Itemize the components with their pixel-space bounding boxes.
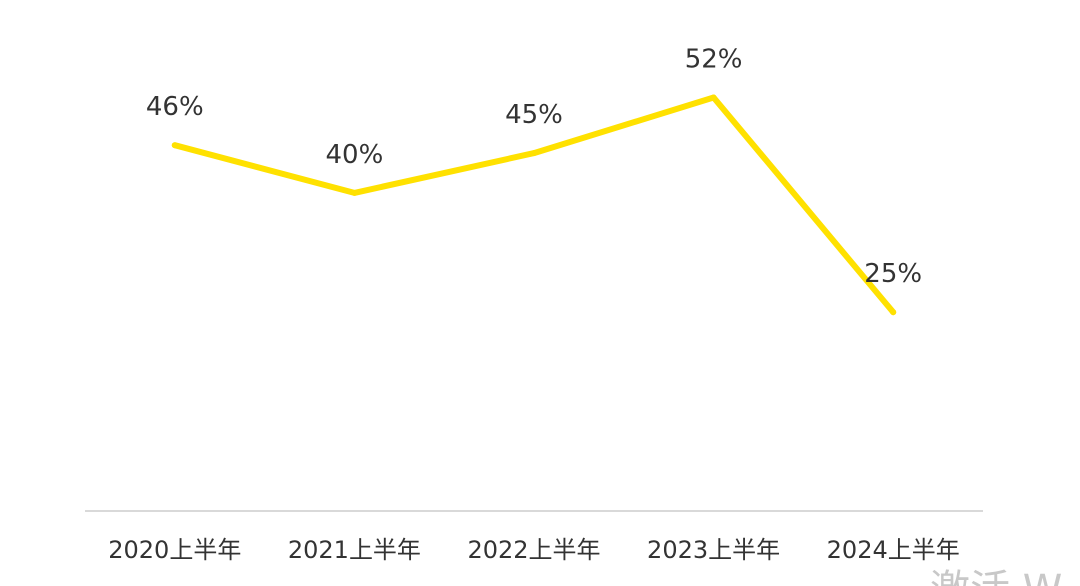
x-tick-label-4: 2023上半年 [647, 536, 780, 564]
x-tick-label-1: 2020上半年 [108, 536, 241, 564]
data-point-2 [351, 189, 358, 196]
x-tick-label-3: 2022上半年 [467, 536, 600, 564]
data-point-3 [531, 150, 537, 157]
watermark-text: 激活 W [930, 567, 1062, 586]
data-label-3: 45% [505, 100, 563, 130]
data-label-1: 46% [146, 92, 204, 122]
data-point-1 [171, 142, 178, 149]
chart-marks: 46% 2020上半年 40% 2021上半年 45% 2022上半年 52% 2023上半年… [108, 44, 959, 564]
data-label-5: 25% [864, 259, 922, 289]
x-tick-label-2: 2021上半年 [288, 536, 421, 564]
x-tick-label-5: 2024上半年 [827, 536, 960, 564]
data-point-4 [710, 94, 717, 101]
data-label-2: 40% [326, 140, 384, 170]
data-point-5 [890, 309, 897, 316]
data-label-4: 52% [685, 44, 743, 74]
